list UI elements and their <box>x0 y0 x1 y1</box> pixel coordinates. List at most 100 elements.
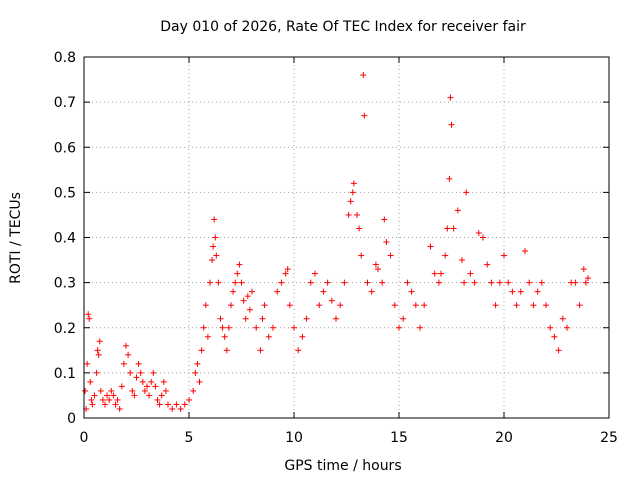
x-axis-label: GPS time / hours <box>284 458 401 474</box>
data-point <box>173 401 180 408</box>
data-point <box>421 302 428 309</box>
chart-title: Day 010 of 2026, Rate Of TEC Index for r… <box>160 19 526 35</box>
data-point <box>404 279 411 286</box>
data-point <box>240 297 247 304</box>
data-point <box>144 383 150 390</box>
data-point <box>467 270 474 277</box>
data-point <box>446 175 453 182</box>
y-tick-label: 0.2 <box>54 321 76 337</box>
data-point <box>228 302 234 309</box>
data-point <box>324 279 331 286</box>
data-point <box>215 279 222 286</box>
data-point <box>118 383 125 390</box>
data-point <box>580 266 587 273</box>
data-point <box>356 225 363 232</box>
data-point <box>209 257 216 264</box>
data-point <box>259 315 266 322</box>
x-tick-label: 5 <box>185 430 194 446</box>
data-point <box>444 225 451 232</box>
data-point <box>582 279 589 286</box>
data-point <box>585 275 591 282</box>
data-point <box>85 311 92 318</box>
data-point <box>158 392 165 399</box>
data-point <box>505 279 512 286</box>
data-point <box>447 94 454 101</box>
data-point <box>181 401 188 408</box>
data-point <box>244 293 251 300</box>
data-point <box>286 302 293 309</box>
data-point <box>152 383 159 390</box>
data-point <box>125 351 132 358</box>
data-point <box>349 189 356 196</box>
data-point <box>576 302 583 309</box>
data-point <box>225 324 232 331</box>
data-point <box>303 315 310 322</box>
data-point <box>249 288 255 295</box>
data-point <box>347 198 354 205</box>
data-point <box>221 333 228 340</box>
data-point <box>448 121 455 128</box>
data-point <box>96 338 103 345</box>
data-point <box>110 392 117 399</box>
data-point <box>372 261 379 268</box>
data-point <box>91 392 98 399</box>
x-tick-label: 20 <box>495 430 513 446</box>
data-point <box>219 324 226 331</box>
data-point <box>162 387 169 394</box>
data-point <box>116 405 123 412</box>
data-point <box>261 302 268 309</box>
data-point <box>133 374 140 381</box>
data-point <box>154 396 161 403</box>
data-point <box>341 279 348 286</box>
data-point <box>412 302 419 309</box>
data-point <box>194 360 201 367</box>
data-point <box>129 387 136 394</box>
y-tick-label: 0.5 <box>54 185 76 201</box>
data-point <box>543 302 549 309</box>
data-point <box>534 288 541 295</box>
data-point <box>146 392 153 399</box>
data-point <box>484 261 491 268</box>
data-point <box>104 392 111 399</box>
data-point <box>284 266 291 273</box>
data-point <box>89 401 96 408</box>
data-point <box>139 378 146 385</box>
data-point <box>299 333 306 340</box>
data-point <box>312 270 318 277</box>
data-point <box>555 347 562 354</box>
data-point <box>417 324 423 331</box>
y-tick-label: 0.8 <box>54 50 76 66</box>
data-point <box>463 189 470 196</box>
data-point <box>270 324 276 331</box>
data-point <box>135 360 142 367</box>
grid-layer <box>84 57 609 418</box>
data-point <box>82 387 89 394</box>
data-point <box>450 225 457 232</box>
data-point <box>526 279 533 286</box>
data-point <box>459 257 465 264</box>
data-point <box>333 315 339 322</box>
data-point <box>86 315 93 322</box>
data-point <box>212 234 219 241</box>
data-point <box>102 401 108 408</box>
data-point <box>141 387 148 394</box>
data-point <box>108 387 115 394</box>
data-point <box>522 248 528 255</box>
data-point <box>84 360 91 367</box>
data-point <box>438 270 444 277</box>
data-point <box>196 378 203 385</box>
data-point <box>282 270 289 277</box>
data-point <box>213 252 220 259</box>
data-point <box>137 369 144 376</box>
data-point <box>169 405 176 412</box>
data-point <box>88 396 95 403</box>
data-point <box>391 302 398 309</box>
data-point <box>492 302 499 309</box>
data-point <box>97 387 104 394</box>
data-point <box>253 324 260 331</box>
data-point <box>257 347 264 354</box>
y-tick-label: 0.1 <box>54 366 76 382</box>
data-point <box>160 378 167 385</box>
data-point <box>383 239 390 246</box>
data-point <box>127 369 134 376</box>
